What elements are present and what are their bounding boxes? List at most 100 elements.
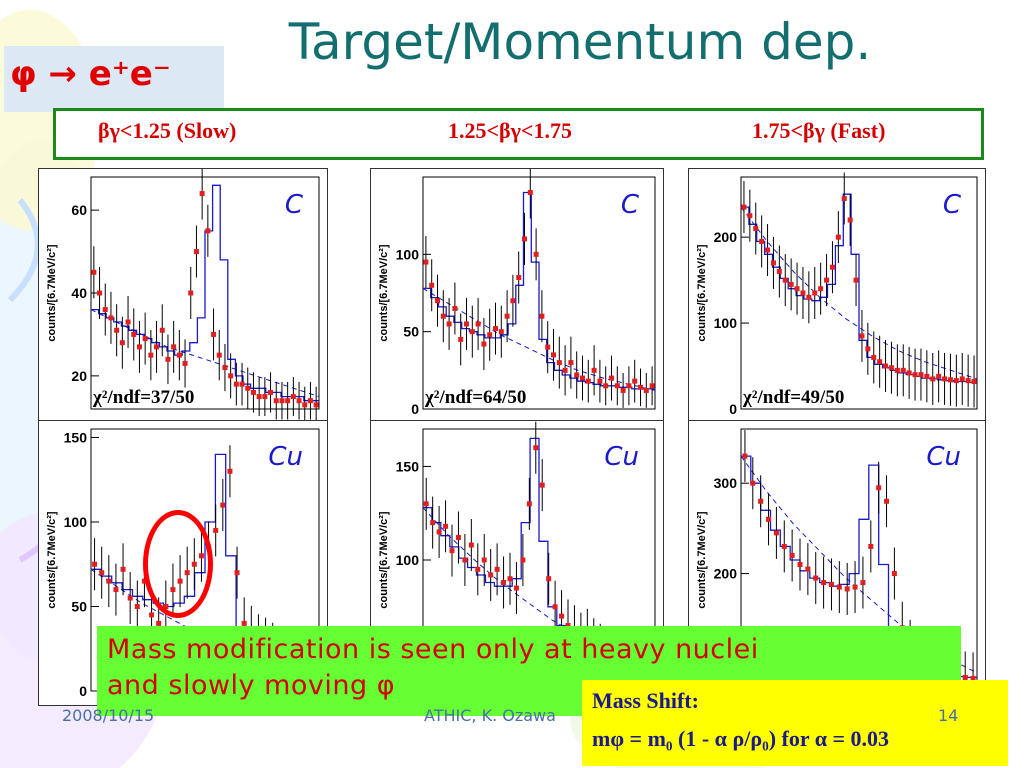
data-point xyxy=(227,468,233,474)
data-point xyxy=(753,226,759,232)
data-point xyxy=(877,359,883,365)
data-point xyxy=(233,381,239,387)
data-point xyxy=(568,360,574,366)
data-point xyxy=(533,445,539,451)
data-point xyxy=(154,344,160,350)
data-point xyxy=(936,373,942,379)
y-tick-label: 100 xyxy=(396,246,420,262)
data-point xyxy=(113,587,119,593)
chart-c-slow: 20 40 60 counts/[6.7MeV/c²] Cχ²/ndf=37/50 xyxy=(38,168,328,424)
data-point xyxy=(91,269,97,275)
data-point xyxy=(818,286,824,292)
y-axis-label: counts/[6.7MeV/c²] xyxy=(378,244,390,342)
data-point xyxy=(296,398,302,404)
background-fit-line xyxy=(90,568,320,678)
data-point xyxy=(245,385,251,391)
data-point xyxy=(947,377,953,383)
data-point xyxy=(789,552,795,558)
data-point xyxy=(556,360,562,366)
data-point xyxy=(847,217,853,223)
data-point xyxy=(449,548,455,554)
data-point xyxy=(455,535,461,541)
data-point xyxy=(574,372,580,378)
data-point xyxy=(493,326,498,332)
data-point xyxy=(125,319,131,325)
data-point xyxy=(844,586,850,592)
data-point xyxy=(930,376,936,382)
data-point xyxy=(102,307,108,313)
data-point xyxy=(430,520,436,526)
data-point xyxy=(806,294,812,300)
data-point xyxy=(860,580,866,586)
data-point xyxy=(149,612,155,618)
data-point xyxy=(216,352,222,358)
data-point xyxy=(773,530,779,536)
data-point xyxy=(953,378,959,384)
target-label: C xyxy=(621,190,640,220)
data-point xyxy=(821,580,827,586)
data-point xyxy=(533,251,539,257)
data-point xyxy=(436,529,442,535)
y-axis-label: counts/[6.7MeV/c²] xyxy=(46,244,58,342)
data-point xyxy=(643,387,649,393)
data-point xyxy=(504,313,510,319)
y-tick-label: 50 xyxy=(71,598,87,614)
data-point xyxy=(475,321,481,327)
data-point xyxy=(918,372,924,378)
data-point xyxy=(516,275,522,281)
data-point xyxy=(211,331,217,337)
data-point xyxy=(513,585,519,591)
data-point xyxy=(127,595,133,601)
decay-badge: φ → e⁺e⁻ xyxy=(10,54,171,94)
y-tick-label: 60 xyxy=(71,202,87,218)
data-point xyxy=(302,402,308,408)
data-point xyxy=(942,376,948,382)
data-point xyxy=(262,394,268,400)
data-point xyxy=(446,321,452,327)
data-point xyxy=(871,354,877,360)
fit-histogram xyxy=(423,191,655,390)
y-axis-label: counts/[6.7MeV/c²] xyxy=(378,511,390,609)
data-point xyxy=(114,327,120,333)
chi2-label: χ²/ndf=49/50 xyxy=(742,387,844,408)
y-tick-label: 100 xyxy=(714,315,738,331)
data-point xyxy=(176,352,182,358)
data-point xyxy=(220,502,226,508)
data-point xyxy=(539,482,545,488)
data-point xyxy=(481,341,487,347)
data-point xyxy=(766,516,772,522)
range-label-fast: 1.75<βγ (Fast) xyxy=(752,118,886,143)
data-point xyxy=(188,290,194,296)
data-point xyxy=(165,356,171,362)
range-label-medium: 1.25<βγ<1.75 xyxy=(448,118,572,143)
fit-histogram xyxy=(91,184,319,402)
data-point xyxy=(632,378,638,384)
data-point xyxy=(970,675,976,681)
footer-author: ATHIC, K. Ozawa xyxy=(424,706,556,725)
data-point xyxy=(136,344,142,350)
data-point xyxy=(876,485,882,491)
decay-badge-background xyxy=(4,46,224,112)
data-point xyxy=(805,566,811,572)
data-point xyxy=(841,195,847,201)
data-point xyxy=(222,365,228,371)
data-point xyxy=(962,674,968,680)
data-point xyxy=(171,344,177,350)
data-point xyxy=(868,543,874,549)
data-point xyxy=(494,566,500,572)
slide-title: Target/Momentum dep. xyxy=(288,13,872,71)
data-point xyxy=(828,581,834,587)
data-point xyxy=(142,336,148,342)
data-point xyxy=(797,562,803,568)
target-label: Cu xyxy=(604,442,639,472)
data-point xyxy=(108,315,114,321)
data-point xyxy=(423,259,429,265)
data-point xyxy=(234,570,240,576)
data-point xyxy=(546,576,552,582)
y-axis-label: counts/[6.7MeV/c²] xyxy=(46,511,58,609)
y-tick-label: 0 xyxy=(411,401,419,417)
data-point xyxy=(443,523,449,529)
data-point xyxy=(776,269,782,275)
data-point xyxy=(924,373,930,379)
background-fit-line xyxy=(740,455,978,674)
